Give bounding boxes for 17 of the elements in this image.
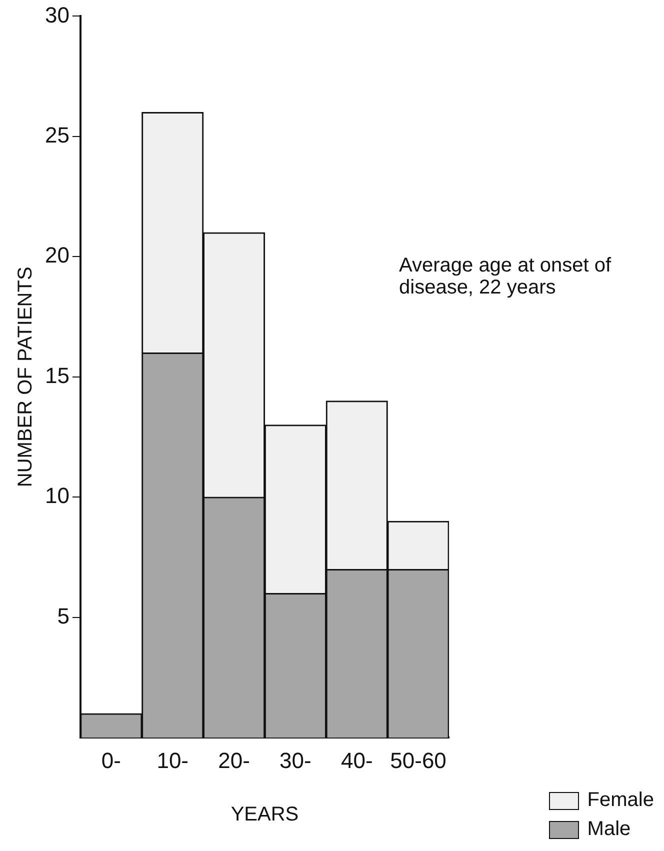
- x-tick-label: 10-: [156, 748, 188, 773]
- x-tick-label: 20-: [218, 748, 250, 773]
- y-tick-label: 10: [44, 483, 70, 508]
- y-tick-label: 30: [44, 2, 70, 28]
- x-tick-label: 40-: [340, 748, 373, 773]
- annotation: Average age at onset of disease, 22 years: [399, 254, 612, 299]
- text: Female: [587, 789, 654, 812]
- y-tick-label: 20: [44, 242, 70, 268]
- legend-label: Male: [587, 818, 631, 841]
- x-tick-label: 0-: [101, 748, 121, 773]
- y-axis-title: NUMBER OF PATIENTS: [14, 266, 37, 488]
- x-tick-label: 50-60: [390, 748, 446, 773]
- y-tick-label: 5: [57, 603, 70, 628]
- x-tick-label: 30-: [280, 748, 312, 773]
- y-tick-label: 25: [44, 122, 70, 148]
- y-tick-label: 15: [44, 362, 70, 388]
- x-axis-title: YEARS: [230, 804, 299, 826]
